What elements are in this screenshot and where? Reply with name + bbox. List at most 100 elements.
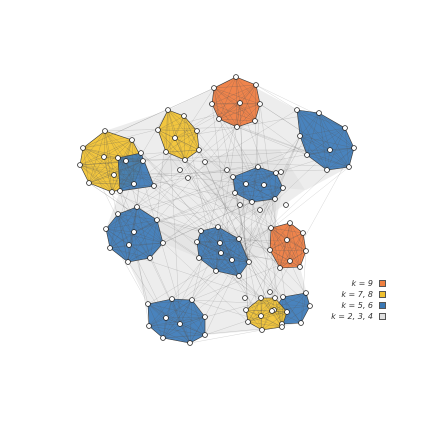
edge — [157, 115, 185, 131]
edge — [157, 129, 276, 299]
edge — [279, 222, 291, 269]
graph-node — [303, 290, 309, 296]
graph-node — [117, 188, 123, 194]
edge — [318, 112, 355, 149]
edge — [299, 135, 331, 151]
edge — [127, 219, 158, 263]
edge — [260, 315, 283, 328]
edge — [306, 112, 320, 156]
graph-node — [284, 237, 290, 243]
edge — [82, 147, 135, 185]
edge — [79, 164, 135, 185]
edge — [196, 130, 200, 151]
legend-label: k = 2, 3, 4 — [331, 312, 373, 321]
edge — [247, 267, 281, 323]
edge — [269, 222, 291, 251]
edge — [148, 317, 167, 327]
graph-node — [249, 199, 255, 205]
graph-node — [172, 135, 178, 141]
edge — [299, 127, 346, 137]
edge — [296, 109, 328, 171]
edge — [148, 325, 164, 339]
graph-node — [283, 202, 289, 208]
edge — [198, 242, 221, 259]
edge — [254, 103, 261, 122]
edge — [189, 112, 320, 344]
graph-node — [115, 155, 121, 161]
edge — [162, 316, 206, 339]
edge — [296, 109, 320, 114]
edge — [270, 227, 281, 269]
edge — [79, 156, 105, 166]
edge — [104, 126, 238, 132]
edge — [211, 103, 233, 261]
edge — [217, 226, 240, 240]
legend-label: k = 5, 6 — [341, 301, 373, 310]
edge — [289, 232, 304, 262]
edge — [235, 76, 241, 104]
edge — [234, 187, 284, 194]
edge — [235, 76, 238, 128]
edge — [282, 292, 307, 298]
graph-node — [131, 229, 137, 235]
edge — [82, 147, 167, 319]
edge — [213, 87, 241, 104]
edge — [247, 297, 262, 323]
graph-node — [268, 225, 274, 231]
edge — [111, 160, 144, 193]
edge — [184, 130, 198, 161]
edge — [245, 183, 276, 200]
edge — [167, 109, 253, 203]
edge — [109, 247, 262, 299]
edge — [282, 296, 311, 307]
graph-node — [198, 228, 204, 234]
edge — [79, 147, 84, 166]
edge — [269, 239, 288, 251]
edge — [103, 156, 127, 162]
edge — [109, 244, 130, 249]
edge — [196, 241, 217, 272]
edge — [296, 109, 331, 151]
edge — [105, 219, 158, 230]
edge — [88, 160, 127, 184]
edge — [191, 299, 206, 336]
edge — [174, 84, 257, 139]
graph-node — [272, 295, 278, 301]
edge — [281, 305, 311, 325]
edge — [148, 323, 181, 327]
edge — [136, 87, 215, 208]
edge — [162, 201, 253, 244]
edge — [149, 242, 164, 259]
edge — [300, 250, 307, 324]
edge — [179, 297, 276, 325]
edge — [213, 87, 291, 262]
edge — [117, 172, 277, 215]
edge — [238, 135, 301, 277]
edge — [296, 109, 355, 149]
graph-node — [209, 101, 215, 107]
edge — [296, 109, 346, 129]
edge — [257, 166, 276, 200]
edge — [211, 103, 238, 128]
edge — [88, 151, 167, 184]
edge — [270, 227, 301, 268]
graph-node — [125, 259, 131, 265]
edge — [189, 329, 263, 344]
edge — [196, 226, 219, 243]
graph-node — [138, 150, 144, 156]
edge — [113, 160, 127, 176]
legend: k = 9 k = 7, 8 k = 5, 6 k = 2, 3, 4 — [326, 278, 386, 322]
edge — [213, 84, 257, 89]
graph-node — [294, 107, 300, 113]
edge — [82, 130, 106, 149]
graph-node — [279, 324, 285, 330]
edge — [156, 126, 238, 221]
graph-node — [342, 125, 348, 131]
edge — [231, 238, 240, 261]
edge — [183, 115, 186, 161]
graph-node — [234, 124, 240, 130]
edge — [104, 130, 144, 162]
edge — [286, 239, 307, 252]
edge — [204, 315, 262, 336]
edge — [289, 222, 307, 252]
